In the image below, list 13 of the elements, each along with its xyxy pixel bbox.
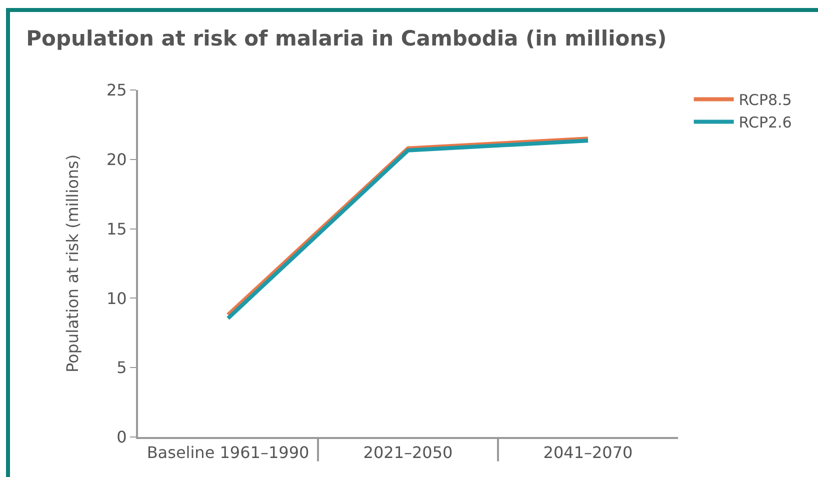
x-tick-label: 2021–2050 — [363, 443, 453, 462]
y-tick-label: 15 — [106, 219, 127, 238]
x-tick-label: Baseline 1961–1990 — [146, 443, 310, 462]
x-tick-label: 2041–2070 — [543, 443, 633, 462]
chart-title: Population at risk of malaria in Cambodia (in millions) — [26, 26, 667, 50]
y-tick-label: 25 — [106, 80, 127, 100]
y-tick-label: 20 — [106, 150, 127, 169]
y-tick-label: 10 — [106, 288, 127, 308]
legend-label: RCP2.6 — [738, 114, 792, 132]
y-tick-label: 5 — [116, 358, 127, 378]
y-axis-title: Population at risk (millions) — [62, 154, 82, 373]
legend-label: RCP8.5 — [738, 91, 792, 110]
y-tick-label: 0 — [116, 428, 127, 447]
